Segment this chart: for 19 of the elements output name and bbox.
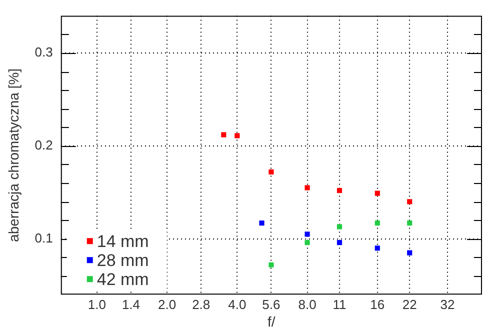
legend-label: 42 mm	[96, 270, 149, 289]
x-tick-label: 22	[402, 296, 417, 312]
y-tick-label: 0.3	[34, 44, 53, 60]
x-tick-label: 4.0	[228, 296, 246, 312]
x-tick-label: 32	[440, 296, 455, 312]
y-axis-title: aberracja chromatyczna [%]	[5, 68, 22, 242]
x-tick-label: 16	[370, 296, 385, 312]
x-tick-label: 2.0	[158, 296, 176, 312]
x-tick-label: 8.0	[298, 296, 316, 312]
x-tick-label: 5.6	[262, 296, 280, 312]
y-tick-label: 0.2	[34, 137, 53, 152]
legend-label: 14 mm	[96, 232, 149, 251]
y-tick-label: 0.1	[34, 230, 53, 246]
legend-label: 28 mm	[96, 250, 149, 270]
x-tick-label: 11	[332, 296, 346, 312]
x-tick-label: 1.0	[88, 296, 106, 312]
x-tick-label: 1.4	[122, 296, 140, 312]
x-tick-label: 2.8	[192, 296, 210, 312]
x-axis-title: f/	[268, 313, 276, 330]
